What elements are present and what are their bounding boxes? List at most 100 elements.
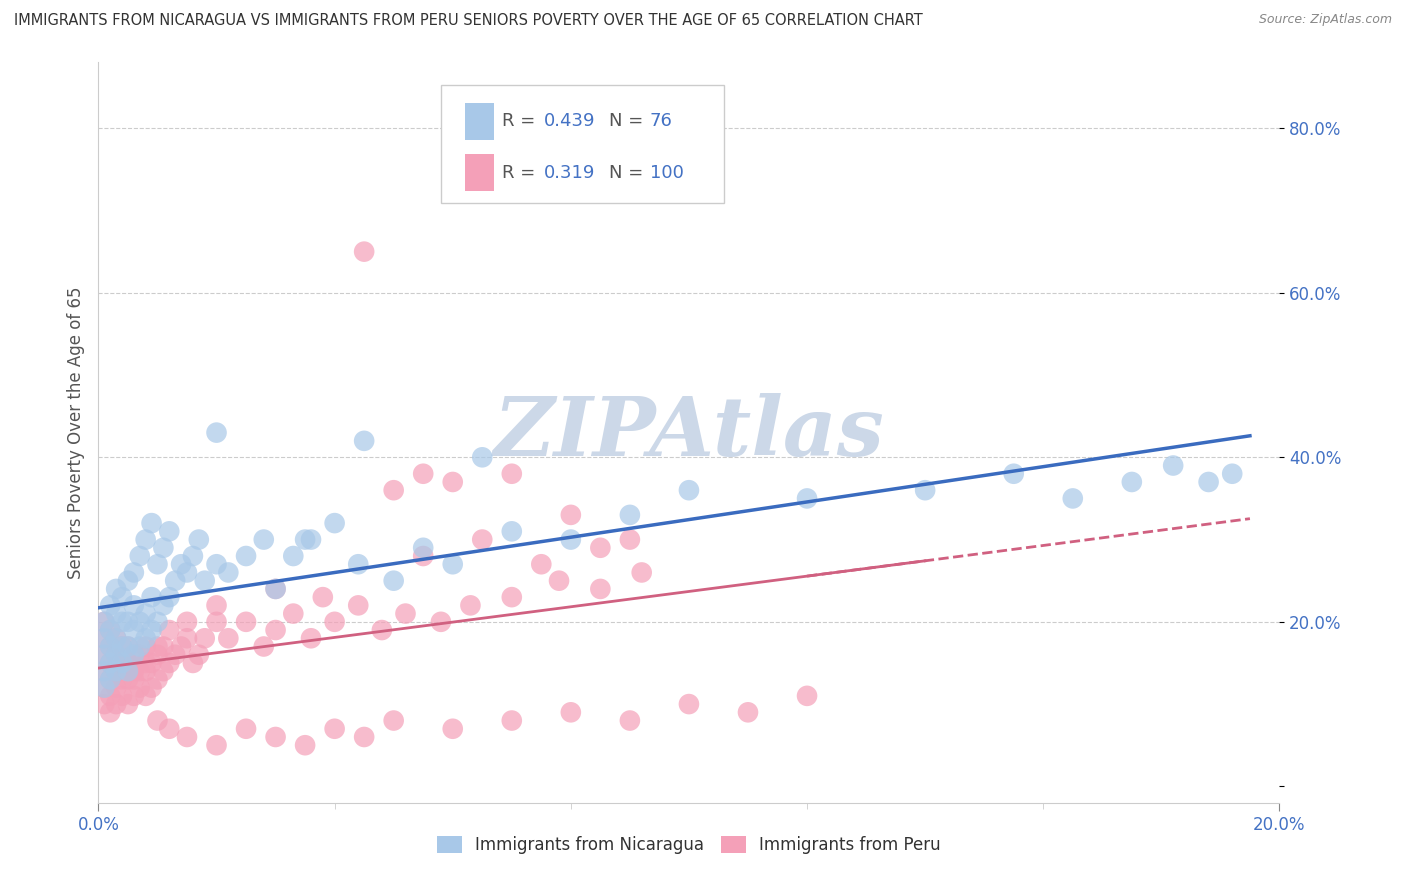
Point — [264, 582, 287, 596]
Point — [117, 656, 139, 670]
Point — [117, 664, 139, 678]
Point — [176, 566, 198, 580]
Point — [323, 722, 346, 736]
Point — [471, 533, 494, 547]
Point — [382, 714, 405, 728]
Point — [146, 673, 169, 687]
Point — [93, 632, 115, 646]
Point — [1121, 475, 1143, 489]
Point — [181, 549, 204, 563]
Point — [105, 632, 128, 646]
Point — [187, 533, 209, 547]
Point — [122, 648, 145, 662]
Text: 100: 100 — [650, 164, 683, 182]
Point — [111, 640, 134, 654]
Point — [152, 599, 174, 613]
Point — [176, 730, 198, 744]
Point — [122, 599, 145, 613]
Point — [283, 549, 305, 563]
Point — [530, 558, 553, 572]
Point — [619, 714, 641, 728]
Point — [141, 516, 163, 530]
Point — [283, 607, 305, 621]
Point — [98, 623, 121, 637]
Point — [353, 244, 375, 259]
Point — [235, 615, 257, 629]
Point — [122, 664, 145, 678]
Point — [135, 640, 157, 654]
Point — [253, 640, 276, 654]
Point — [382, 483, 405, 498]
Point — [589, 541, 612, 555]
Point — [135, 533, 157, 547]
Point — [93, 648, 115, 662]
Point — [548, 574, 571, 588]
Point — [1198, 475, 1220, 489]
Point — [235, 722, 257, 736]
Point — [371, 623, 394, 637]
Point — [619, 533, 641, 547]
Point — [394, 607, 416, 621]
Point — [1002, 467, 1025, 481]
Point — [105, 664, 128, 678]
Point — [93, 632, 115, 646]
Point — [93, 664, 115, 678]
Point — [382, 574, 405, 588]
Point — [146, 615, 169, 629]
Point — [146, 640, 169, 654]
Point — [141, 681, 163, 695]
Point — [122, 648, 145, 662]
Point — [1220, 467, 1243, 481]
Point — [98, 689, 121, 703]
Text: N =: N = — [609, 112, 648, 130]
Point — [152, 640, 174, 654]
Point — [914, 483, 936, 498]
Point — [501, 524, 523, 539]
Point — [501, 467, 523, 481]
Point — [217, 566, 239, 580]
Point — [619, 508, 641, 522]
Point — [98, 673, 121, 687]
Legend: Immigrants from Nicaragua, Immigrants from Peru: Immigrants from Nicaragua, Immigrants fr… — [430, 830, 948, 861]
Point — [347, 599, 370, 613]
Point — [678, 697, 700, 711]
Text: R =: R = — [502, 112, 541, 130]
Point — [264, 730, 287, 744]
Point — [128, 648, 150, 662]
Point — [412, 467, 434, 481]
Point — [264, 582, 287, 596]
Point — [323, 615, 346, 629]
Point — [441, 558, 464, 572]
Point — [323, 516, 346, 530]
Point — [347, 558, 370, 572]
Point — [235, 549, 257, 563]
Point — [117, 640, 139, 654]
Point — [165, 648, 187, 662]
Point — [135, 632, 157, 646]
Point — [187, 648, 209, 662]
Point — [111, 590, 134, 604]
Point — [98, 656, 121, 670]
Point — [157, 590, 180, 604]
Point — [105, 681, 128, 695]
Point — [205, 599, 228, 613]
Point — [312, 590, 335, 604]
Y-axis label: Seniors Poverty Over the Age of 65: Seniors Poverty Over the Age of 65 — [66, 286, 84, 579]
Point — [205, 738, 228, 752]
Point — [501, 590, 523, 604]
Point — [170, 558, 193, 572]
Point — [1062, 491, 1084, 506]
Point — [152, 541, 174, 555]
Point — [135, 607, 157, 621]
Text: IMMIGRANTS FROM NICARAGUA VS IMMIGRANTS FROM PERU SENIORS POVERTY OVER THE AGE O: IMMIGRANTS FROM NICARAGUA VS IMMIGRANTS … — [14, 13, 922, 29]
Point — [93, 615, 115, 629]
Point — [152, 664, 174, 678]
Point — [98, 640, 121, 654]
Text: ZIPAtlas: ZIPAtlas — [494, 392, 884, 473]
Point — [501, 714, 523, 728]
Point — [98, 656, 121, 670]
Point — [122, 623, 145, 637]
Point — [205, 558, 228, 572]
Point — [205, 425, 228, 440]
Text: 0.319: 0.319 — [544, 164, 595, 182]
